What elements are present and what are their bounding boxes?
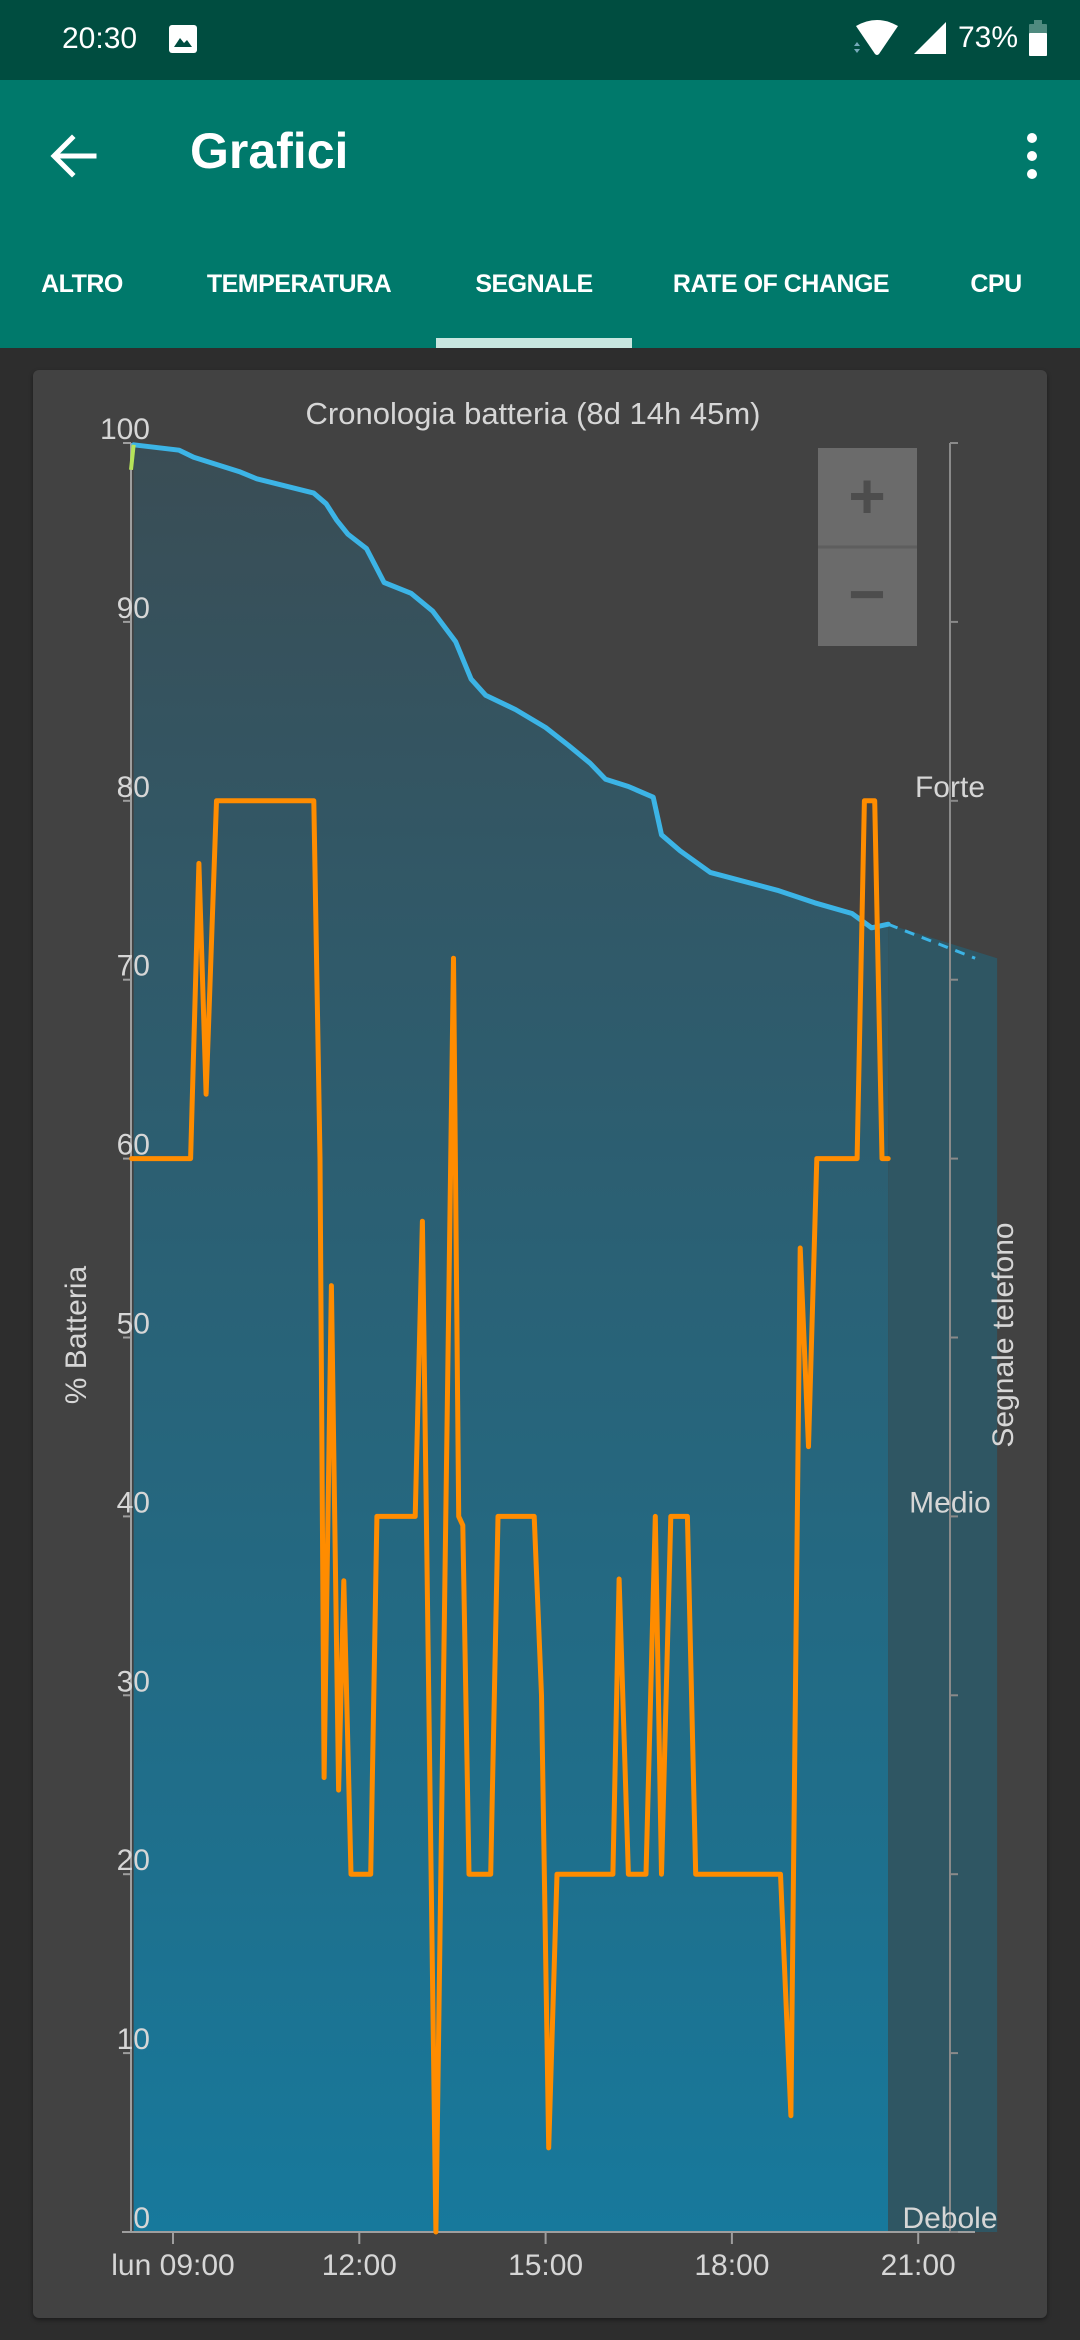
y-tick-label: 20 [117,1844,150,1877]
zoom-in-button[interactable]: + [848,460,885,532]
battery-line [131,442,891,931]
x-tick-label: 21:00 [881,2249,956,2282]
x-tick-label: 18:00 [694,2249,769,2282]
tab-cpu[interactable]: CPU [970,270,1022,298]
image-icon [169,25,197,53]
y-tick-label: 10 [117,2023,150,2056]
tab-temperatura[interactable]: TEMPERATURA [206,270,392,298]
app-bar: Grafici ALTRO TEMPERATURA SEGNALE RATE O… [0,80,1080,348]
battery-icon [1029,20,1047,56]
page-title: Grafici [190,123,349,179]
projection-area [888,924,998,2233]
cell-signal-icon [913,22,946,54]
tab-segnale[interactable]: SEGNALE [475,270,593,298]
x-tick-label: lun 09:00 [111,2249,234,2282]
y2-axis-label: Segnale telefono [987,1222,1020,1447]
y-tick-label: 60 [117,1129,150,1162]
tab-indicator [436,338,632,348]
zoom-out-button[interactable]: − [848,558,885,630]
tab-bar: ALTRO TEMPERATURA SEGNALE RATE OF CHANGE… [0,240,1080,348]
x-tick-label: 12:00 [322,2249,397,2282]
y2-tick-label: Forte [915,771,985,804]
y-tick-label: 100 [100,413,150,446]
chart-title: Cronologia batteria (8d 14h 45m) [306,396,761,431]
y-tick-label: 70 [117,950,150,983]
arrow-back-icon[interactable] [46,128,102,184]
battery-percent: 73% [957,21,1018,54]
y2-tick-label: Debole [902,2202,997,2235]
y-tick-label: 50 [117,1308,150,1341]
x-tick-label: 15:00 [508,2249,583,2282]
y-tick-label: 80 [117,771,150,804]
more-vert-icon[interactable] [1004,128,1060,184]
y-axis-label: % Batteria [60,1265,93,1404]
battery-projection-line [887,922,976,960]
tab-rate-of-change[interactable]: RATE OF CHANGE [672,270,890,298]
signal-line [129,798,891,2235]
y-tick-label: 30 [117,1665,150,1698]
wifi-icon [853,20,898,55]
battery-area-fill [133,444,889,2232]
y-tick-label: 0 [133,2202,150,2235]
charging-segment [129,444,136,471]
y-tick-label: 90 [117,592,150,625]
tab-altro[interactable]: ALTRO [41,270,123,298]
y2-tick-label: Medio [909,1486,991,1519]
y-tick-label: 40 [117,1486,150,1519]
zoom-controls: + − [818,448,917,646]
status-time: 20:30 [62,22,138,55]
status-bar: 20:30 73% [0,0,1080,80]
